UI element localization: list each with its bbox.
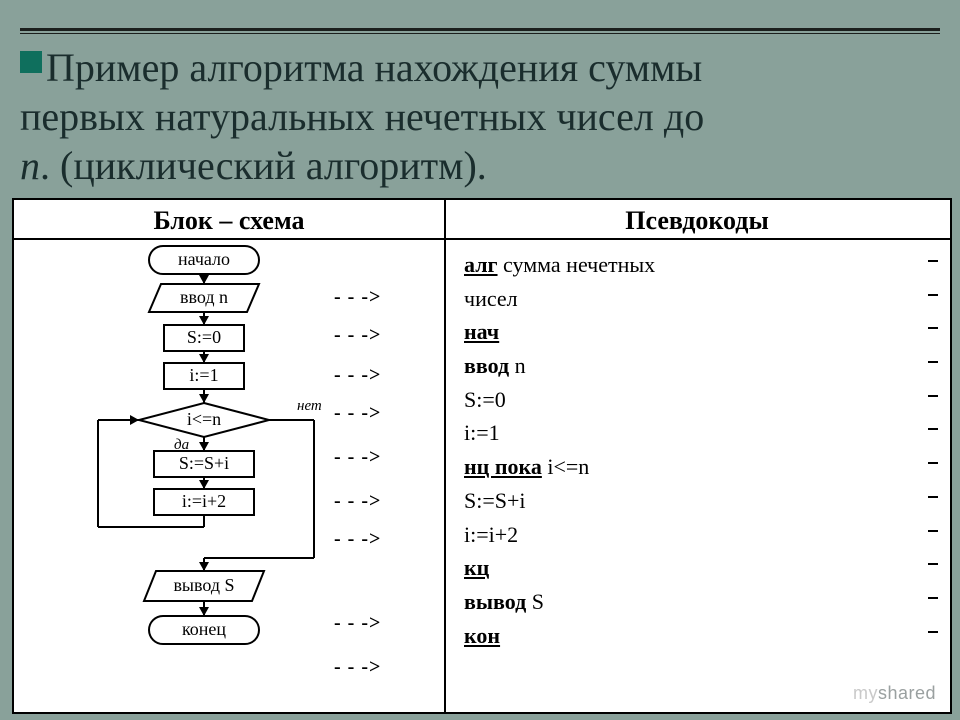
pseudocode-line: кц xyxy=(464,553,932,583)
slide: Пример алгоритма нахождения суммы первых… xyxy=(0,0,960,720)
content-box: Блок – схема Псевдокоды начало ввод n S:=0… xyxy=(12,198,952,714)
svg-text:конец: конец xyxy=(182,619,226,639)
left-column-header: Блок – схема xyxy=(14,206,444,236)
map-arrow: - - -> xyxy=(334,402,381,425)
map-arrow: - - -> xyxy=(334,446,381,469)
map-arrow: - - -> xyxy=(334,612,381,635)
column-separator xyxy=(444,200,446,712)
svg-text:i:=1: i:=1 xyxy=(189,365,218,385)
pseudocode-line: S:=S+i xyxy=(464,486,932,516)
svg-text:вывод S: вывод S xyxy=(173,575,234,595)
pseudocode-line: i:=1 xyxy=(464,418,932,448)
map-arrow: - - -> xyxy=(334,364,381,387)
flowchart-svg: начало ввод n S:=0 i:=1 i<=n S:=S+i i:=i+2 выво… xyxy=(14,238,444,712)
pseudocode: алг сумма нечетных чиселнач ввод n S:=0i:=1… xyxy=(464,246,932,654)
svg-text:нет: нет xyxy=(297,398,322,414)
title-line-2: первых натуральных нечетных чисел до xyxy=(20,94,704,139)
svg-text:i<=n: i<=n xyxy=(187,409,221,429)
pseudocode-line: чисел xyxy=(464,284,932,314)
map-arrow: - - -> xyxy=(334,286,381,309)
right-column-header: Псевдокоды xyxy=(444,206,950,236)
accent-square xyxy=(20,51,42,73)
watermark: myshared xyxy=(853,683,936,704)
svg-text:ввод n: ввод n xyxy=(180,287,228,307)
pseudocode-line: ввод n xyxy=(464,351,932,381)
map-arrow: - - -> xyxy=(334,656,381,679)
top-rule xyxy=(20,28,940,34)
pseudocode-line: кон xyxy=(464,621,932,651)
title-line-3-tail: . (циклический алгоритм). xyxy=(40,143,487,188)
svg-text:да: да xyxy=(174,437,189,453)
map-arrow: - - -> xyxy=(334,324,381,347)
pseudocode-line: алг сумма нечетных xyxy=(464,250,932,280)
svg-text:начало: начало xyxy=(178,249,230,269)
pseudocode-line: вывод S xyxy=(464,587,932,617)
pseudocode-line: i:=i+2 xyxy=(464,520,932,550)
flowchart: начало ввод n S:=0 i:=1 i<=n S:=S+i i:=i+2 выво… xyxy=(14,238,444,712)
title-line-1: Пример алгоритма нахождения суммы xyxy=(46,45,702,90)
pseudocode-line: нач xyxy=(464,317,932,347)
map-arrow: - - -> xyxy=(334,490,381,513)
watermark-shared: shared xyxy=(878,683,936,703)
svg-text:i:=i+2: i:=i+2 xyxy=(182,491,226,511)
pseudocode-line: S:=0 xyxy=(464,385,932,415)
pseudocode-line: нц пока i<=n xyxy=(464,452,932,482)
watermark-my: my xyxy=(853,683,878,703)
title-italic-n: n xyxy=(20,143,40,188)
map-arrow: - - -> xyxy=(334,528,381,551)
slide-title: Пример алгоритма нахождения суммы первых… xyxy=(20,44,940,190)
svg-text:S:=S+i: S:=S+i xyxy=(179,453,229,473)
svg-text:S:=0: S:=0 xyxy=(187,327,221,347)
